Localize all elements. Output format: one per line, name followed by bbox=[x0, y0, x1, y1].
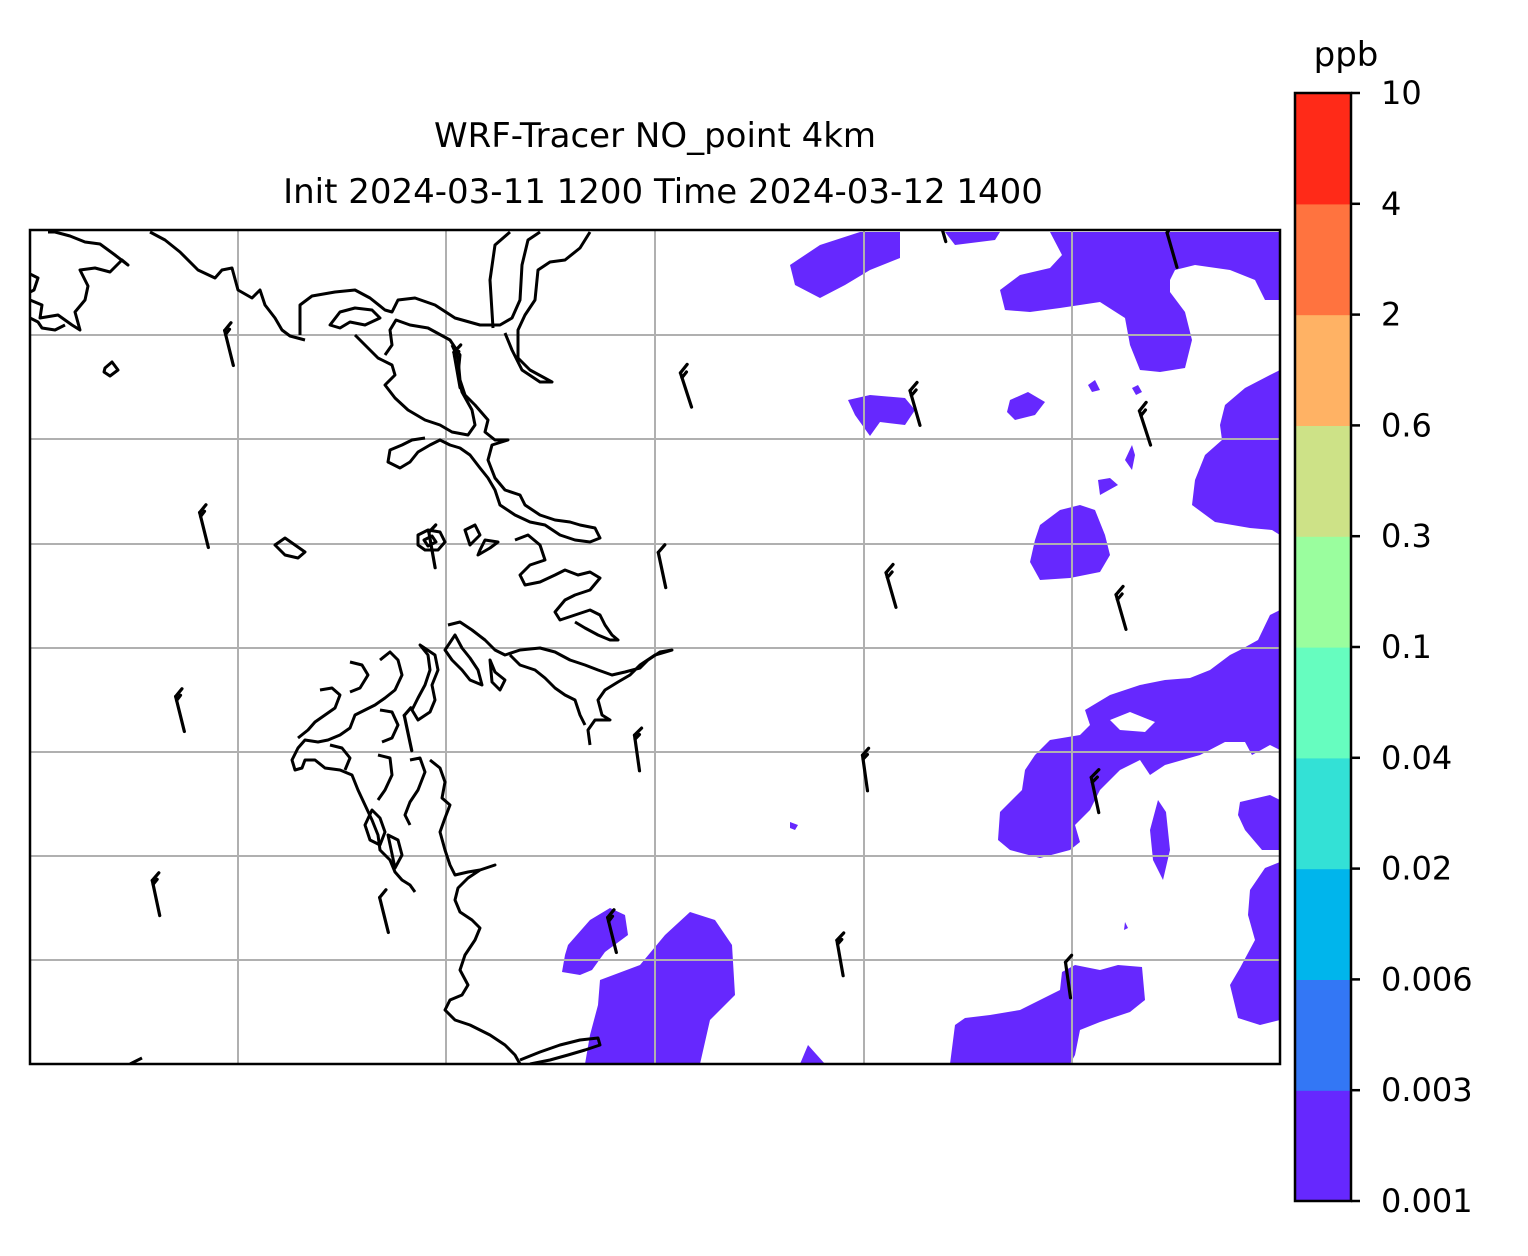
coastlines bbox=[30, 230, 674, 1064]
colorbar-tick-label: 0.04 bbox=[1381, 739, 1452, 777]
map-area bbox=[30, 230, 1280, 1064]
colorbar-segment bbox=[1295, 203, 1351, 316]
colorbar-tick-label: 0.6 bbox=[1381, 406, 1432, 444]
colorbar-tick-label: 2 bbox=[1381, 296, 1401, 334]
colorbar-segment bbox=[1295, 1090, 1351, 1202]
map-frame bbox=[28, 228, 1282, 1066]
wind-barb bbox=[427, 523, 438, 570]
wind-barb bbox=[198, 503, 210, 550]
colorbar: 0.001 0.003 0.006 0.02 0.04 0.1 0.3 0.6 2 4 10 ppb bbox=[1293, 35, 1473, 1220]
colorbar-tick-label: 0.3 bbox=[1381, 517, 1432, 555]
colorbar-tick-label: 0.003 bbox=[1381, 1071, 1473, 1109]
wind-barb bbox=[1114, 584, 1128, 631]
wind-barb bbox=[884, 562, 898, 609]
wind-barbs bbox=[150, 230, 1179, 1000]
map-title-line1: WRF-Tracer NO_point 4km bbox=[434, 116, 876, 156]
map-title-line2: Init 2024-03-11 1200 Time 2024-03-12 140… bbox=[283, 172, 1043, 212]
colorbar-tick-label: 0.006 bbox=[1381, 960, 1473, 998]
wind-barb bbox=[223, 321, 235, 368]
colorbar-tick-label: 0.001 bbox=[1381, 1182, 1473, 1220]
wind-barb bbox=[632, 726, 644, 773]
wind-barb bbox=[606, 908, 618, 955]
wind-barb bbox=[835, 931, 846, 978]
gridlines bbox=[30, 230, 1280, 1064]
colorbar-segment bbox=[1295, 425, 1351, 537]
colorbar-segments bbox=[1295, 93, 1351, 1202]
colorbar-segment bbox=[1295, 647, 1351, 759]
wind-barb bbox=[452, 343, 463, 390]
wind-barb bbox=[1063, 953, 1074, 1000]
wind-barb bbox=[1165, 230, 1179, 269]
wind-barb bbox=[938, 230, 948, 244]
colorbar-segment bbox=[1295, 979, 1351, 1091]
colorbar-segment bbox=[1295, 93, 1351, 205]
wind-barb bbox=[678, 362, 694, 409]
colorbar-tick-label: 10 bbox=[1381, 74, 1422, 112]
colorbar-segment bbox=[1295, 536, 1351, 648]
wind-barb bbox=[378, 888, 390, 935]
wind-barb bbox=[860, 746, 871, 793]
colorbar-segment bbox=[1295, 314, 1351, 426]
colorbar-segment bbox=[1295, 868, 1351, 980]
wind-barb bbox=[402, 706, 414, 753]
wind-barb bbox=[174, 687, 186, 734]
tracer-field bbox=[562, 232, 1280, 1064]
colorbar-tick-label: 0.1 bbox=[1381, 628, 1432, 666]
colorbar-unit-label: ppb bbox=[1314, 35, 1379, 75]
colorbar-ticks: 0.001 0.003 0.006 0.02 0.04 0.1 0.3 0.6 2 4 10 bbox=[1351, 74, 1473, 1220]
wind-barb bbox=[1137, 400, 1153, 447]
wind-barb bbox=[150, 871, 162, 918]
wind-barb bbox=[908, 380, 922, 427]
colorbar-segment bbox=[1295, 757, 1351, 870]
colorbar-tick-label: 4 bbox=[1381, 185, 1401, 223]
colorbar-tick-label: 0.02 bbox=[1381, 850, 1452, 888]
wind-barb bbox=[656, 543, 668, 590]
wind-barb bbox=[1089, 768, 1101, 815]
